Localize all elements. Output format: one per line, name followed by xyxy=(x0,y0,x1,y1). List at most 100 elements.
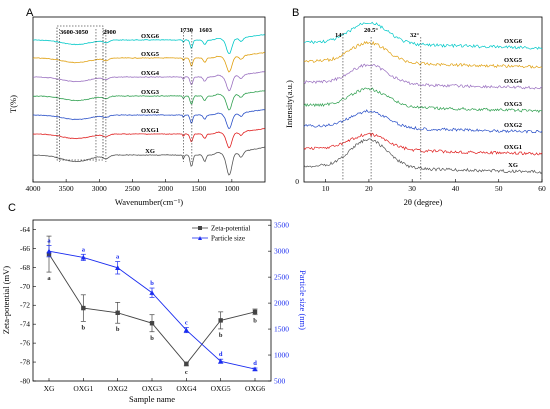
panel-a-series-oxg3 xyxy=(32,90,265,111)
panel-a-series-oxg5 xyxy=(32,52,265,73)
panel-c-sig-letter: b xyxy=(253,318,257,325)
panel-c-series-size: a a a b c d d xyxy=(46,237,258,372)
panel-b-xtick-label: 10 xyxy=(322,184,330,193)
annot-14deg: 14° xyxy=(335,32,345,39)
panel-c-y2tick-label: 1500 xyxy=(274,325,289,334)
panel-b-ytick-label: 0 xyxy=(295,177,299,186)
panel-b-letter: B xyxy=(292,7,299,19)
panel-c-sig-letter: a xyxy=(47,237,51,244)
legend-marker-zeta xyxy=(198,226,202,230)
panel-a-label-oxg6: OXG6 xyxy=(141,33,160,40)
panel-c-sig-letter: a xyxy=(116,254,120,261)
panel-b-label-oxg6: OXG6 xyxy=(504,38,523,45)
panel-c-sig-letter: c xyxy=(185,320,188,327)
panel-c-point-zeta xyxy=(184,361,189,367)
panel-b-label-oxg1: OXG1 xyxy=(504,144,522,151)
panel-c-point-zeta xyxy=(81,305,86,311)
panel-b-label-oxg5: OXG5 xyxy=(504,57,523,64)
panel-a-series-oxg4 xyxy=(32,71,265,92)
panel-a-series-oxg2 xyxy=(32,109,265,130)
panel-b-label-oxg2: OXG2 xyxy=(504,122,522,129)
panel-b-xlabel: 2θ (degree) xyxy=(404,197,443,207)
panel-b-series-oxg2 xyxy=(303,109,543,134)
panel-c-y2tick-label: 2500 xyxy=(274,273,289,282)
panel-c-ytick-label: -76 xyxy=(20,339,30,348)
panel-b-series-oxg4 xyxy=(303,63,543,90)
panel-c-point-zeta xyxy=(218,318,223,323)
panel-a-label-oxg4: OXG4 xyxy=(141,70,160,77)
legend-marker-size xyxy=(198,236,202,240)
panel-c-point-size xyxy=(46,248,52,254)
panel-a-xtick-label: 1500 xyxy=(191,184,206,193)
panel-c-point-size xyxy=(252,366,258,372)
panel-c-point-zeta xyxy=(252,309,258,315)
panel-c-ytick-label: -72 xyxy=(20,301,30,310)
panel-c-xtick-label: OXG5 xyxy=(211,384,231,393)
panel-c-letter: C xyxy=(8,202,16,214)
panel-c-xtick-label: XG xyxy=(44,384,55,393)
panel-b-xtick-label: 20 xyxy=(365,184,373,193)
panel-c-point-size xyxy=(80,254,86,260)
panel-c-xtick-label: OXG1 xyxy=(73,384,93,393)
annot-32deg: 32° xyxy=(410,32,420,39)
panel-c-sig-letter: d xyxy=(219,351,223,358)
panel-a-letter: A xyxy=(26,7,34,19)
panel-c-ytick-label: -70 xyxy=(20,282,30,291)
panel-c-sig-letter: b xyxy=(82,324,86,331)
annot-2900: 2900 xyxy=(103,29,116,36)
panel-b-xtick-label: 50 xyxy=(495,184,503,193)
panel-b-xtick-label: 60 xyxy=(538,184,546,193)
panel-c-y2tick-label: 3500 xyxy=(274,221,289,230)
panel-c-y2tick-label: 3000 xyxy=(274,247,289,256)
panel-b-label-xg: XG xyxy=(508,162,518,169)
panel-c-point-size xyxy=(149,290,155,295)
panel-c-xlabel: Sample name xyxy=(129,394,175,404)
annot-3600-3050: 3600-3050 xyxy=(60,29,88,36)
panel-c-line xyxy=(48,253,256,365)
panel-b-series-oxg1 xyxy=(303,132,543,156)
panel-c-xtick-label: OXG2 xyxy=(108,384,128,393)
panel-a-ylabel: T(%) xyxy=(8,95,18,113)
panel-b-series-oxg5 xyxy=(303,40,543,69)
panel-a-series-oxg1 xyxy=(32,128,265,149)
panel-a-frame xyxy=(32,16,266,183)
panel-c-ytick-label: -80 xyxy=(20,377,30,386)
panel-c-sig-letter: c xyxy=(185,369,188,376)
panel-c-point-zeta xyxy=(115,310,120,316)
panel-c-xtick-label: OXG6 xyxy=(245,384,265,393)
panel-c-xtick-label: OXG4 xyxy=(176,384,196,393)
panel-c-y2tick-label: 500 xyxy=(274,377,286,386)
panel-c-sig-letter: b xyxy=(219,332,223,339)
panel-a-xtick-label: 2500 xyxy=(125,184,140,193)
panel-a-xtick-label: 4000 xyxy=(26,184,41,193)
panel-c-sig-letter: b xyxy=(150,280,154,287)
panel-c-sig-letter: b xyxy=(150,335,154,342)
panel-c-y2tick-label: 1000 xyxy=(274,351,289,360)
panel-a-label-oxg1: OXG1 xyxy=(141,127,159,134)
panel-c-y2tick-label: 2000 xyxy=(274,299,289,308)
panel-c-ylabel: Zeta-potential (mV) xyxy=(1,266,11,334)
panel-c-series-zeta: a b b b c b b xyxy=(46,235,258,376)
panel-c-ytick-label: -66 xyxy=(20,244,30,253)
panel-c-frame xyxy=(32,219,272,382)
panel-b-ylabel: Intensity(a.u.) xyxy=(284,80,294,128)
panel-a-ftir: A OXG6 OXG5 OXG4 OXG3 OXG2 OXG1 XG 4000 3500 300… xyxy=(8,7,266,207)
panel-b-label-oxg4: OXG4 xyxy=(504,78,523,85)
panel-c-point-size xyxy=(115,265,121,270)
panel-c-point-zeta xyxy=(149,321,155,326)
panel-c-xtick-label: OXG3 xyxy=(142,384,162,393)
panel-b-frame xyxy=(303,16,543,183)
panel-a-series-xg xyxy=(32,146,265,176)
legend-zeta: Zeta-potential xyxy=(211,225,250,233)
panel-c-sig-letter: a xyxy=(82,246,86,253)
panel-c-legend: Zeta-potential Particle size xyxy=(192,225,250,243)
panel-c-sig-letter: a xyxy=(47,275,51,282)
panel-c-ytick-label: -74 xyxy=(20,320,30,329)
panel-a-xlabel: Wavenumber(cm⁻¹) xyxy=(115,197,183,207)
legend-size: Particle size xyxy=(211,235,245,243)
annot-1603: 1603 xyxy=(199,27,213,34)
panel-c-ytick-label: -64 xyxy=(20,225,30,234)
panel-b-series-oxg3 xyxy=(303,87,542,114)
panel-a-xtick-label: 3000 xyxy=(92,184,107,193)
